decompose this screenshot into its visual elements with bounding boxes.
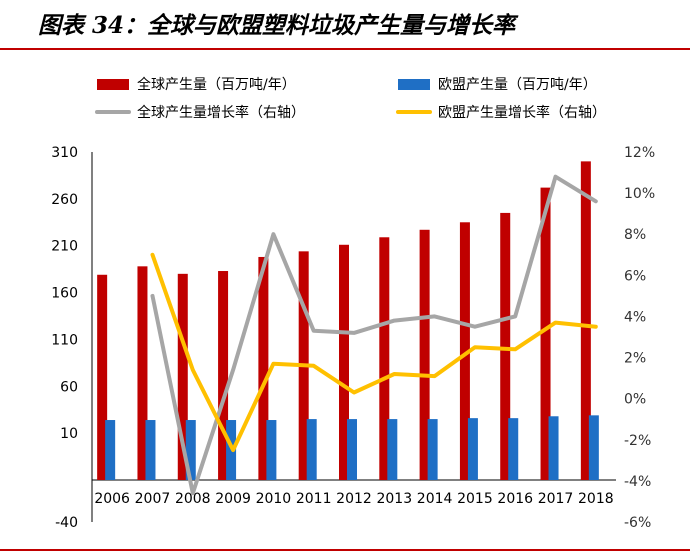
right-tick-label: -2% <box>624 433 651 449</box>
right-tick-label: 0% <box>624 392 646 408</box>
right-tick-label: 4% <box>624 309 646 325</box>
bar-eu <box>548 416 559 480</box>
title-divider <box>0 48 690 50</box>
bar-eu <box>145 420 156 480</box>
bar-global <box>379 237 390 480</box>
bottom-divider <box>0 549 690 551</box>
bar-eu <box>347 419 357 480</box>
left-tick-label: 310 <box>51 145 78 161</box>
bars <box>97 161 599 481</box>
x-tick-label: 2011 <box>296 491 332 507</box>
legend: 全球产生量（百万吨/年） 欧盟产生量（百万吨/年） 全球产生量增长率（右轴） 欧盟产生… <box>95 76 606 121</box>
x-tick-label: 2010 <box>256 491 292 507</box>
x-tick-label: 2007 <box>135 491 171 507</box>
bar-global <box>97 274 108 480</box>
bar-eu <box>266 420 277 480</box>
x-tick-label: 2006 <box>94 491 130 507</box>
bar-global <box>339 244 349 480</box>
bar-global <box>137 266 148 480</box>
x-tick-label: 2016 <box>497 491 533 507</box>
right-tick-label: 2% <box>624 351 646 367</box>
right-tick-label: 12% <box>624 145 655 161</box>
x-tick-label: 2013 <box>376 491 412 507</box>
chart-title: 图表 34：全球与欧盟塑料垃圾产生量与增长率 <box>38 12 516 39</box>
legend-label: 欧盟产生量增长率（右轴） <box>438 104 606 121</box>
bar-eu <box>185 420 196 480</box>
bar-eu <box>508 418 519 480</box>
line-global-growth <box>150 174 598 496</box>
bar-global <box>218 271 229 480</box>
x-tick-label: 2017 <box>538 491 574 507</box>
legend-swatch <box>97 79 129 90</box>
bar-global <box>540 187 551 480</box>
x-tick-label: 2014 <box>417 491 453 507</box>
bar-eu <box>105 420 116 480</box>
x-tick-label: 2012 <box>336 491 372 507</box>
bar-eu <box>467 418 478 480</box>
line-eu-growth <box>150 252 598 453</box>
bar-global <box>419 229 430 480</box>
x-tick-label: 2015 <box>457 491 493 507</box>
legend-label: 全球产生量（百万吨/年） <box>137 76 296 93</box>
legend-label: 欧盟产生量（百万吨/年） <box>438 77 597 93</box>
bar-eu <box>427 419 438 480</box>
bar-eu <box>588 415 599 480</box>
left-tick-label: 160 <box>51 286 78 302</box>
right-tick-label: 6% <box>624 268 646 284</box>
legend-label: 全球产生量增长率（右轴） <box>137 104 305 121</box>
left-tick-label: 210 <box>51 239 78 255</box>
legend-swatch <box>398 79 430 90</box>
bar-eu <box>306 419 317 480</box>
x-tick-label: 2018 <box>578 491 614 507</box>
x-tick-label: 2008 <box>175 491 211 507</box>
left-tick-label: 260 <box>51 192 78 208</box>
left-tick-label: 10 <box>60 426 78 442</box>
left-tick-label: -40 <box>55 515 78 531</box>
left-tick-label: 60 <box>60 379 78 395</box>
right-tick-label: 10% <box>624 186 655 202</box>
axes: -40 10 60 110 160 210 260 310 -6% -4% -2% 0% 2% 4% 6% 8… <box>51 145 655 531</box>
x-tick-label: 2009 <box>215 491 251 507</box>
bar-global <box>258 256 269 480</box>
bar-global <box>177 273 188 480</box>
left-tick-label: 110 <box>51 332 78 348</box>
right-tick-label: -6% <box>624 515 651 531</box>
bar-global <box>580 161 591 480</box>
lines <box>150 174 598 496</box>
bar-eu <box>387 419 398 480</box>
right-tick-label: -4% <box>624 474 651 490</box>
bar-global <box>500 212 511 480</box>
right-tick-label: 8% <box>624 227 646 243</box>
bar-global <box>459 222 470 481</box>
